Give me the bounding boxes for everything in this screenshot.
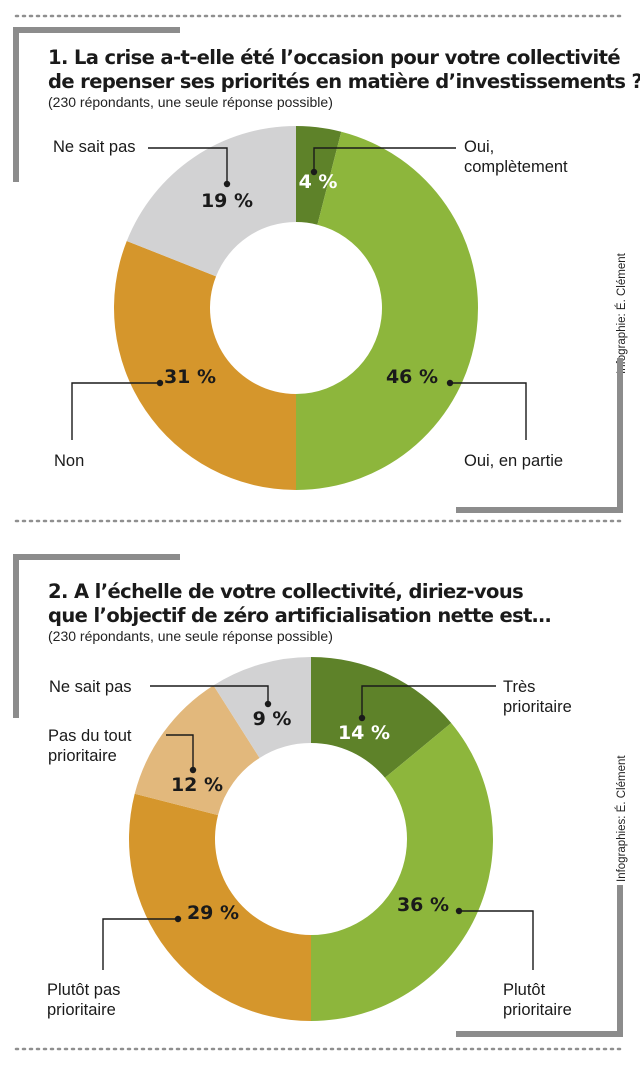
chart-2-label-plutot-prioritaire-line-2: prioritaire — [503, 1001, 572, 1019]
chart-1-title-line-1: 1. La crise a-t-elle été l’occasion pour… — [48, 46, 621, 69]
chart-2-pct-ne-sait-pas: 9 % — [253, 708, 292, 730]
chart-1-leader-non — [71, 382, 160, 440]
chart-2-leader-tres-prioritaire — [361, 685, 496, 718]
chart-2-pct-plutot-pas-prioritaire: 29 % — [187, 902, 239, 924]
chart-1-leader-ne-sait-pas — [148, 147, 228, 184]
chart-1-label-oui-en-partie-line-1: Oui, en partie — [464, 452, 563, 470]
chart-2-leader-dot-plutot-pas-prioritaire — [174, 915, 182, 923]
chart-2-leader-dot-pas-du-tout-prioritaire — [189, 766, 197, 774]
chart-2-slice-plutot-pas-prioritaire — [129, 793, 311, 1021]
chart-2-pct-plutot-prioritaire: 36 % — [397, 894, 449, 916]
chart-1-label-non-line-1: Non — [54, 452, 84, 470]
chart-1-slice-oui-completement — [296, 126, 342, 225]
chart-1-label-oui-completement: Oui, complètement — [464, 138, 568, 176]
frame-decoration — [13, 14, 623, 1051]
chart-1-label-oui-en-partie: Oui, en partie — [464, 452, 563, 470]
chart-1-label-ne-sait-pas-line-1: Ne sait pas — [53, 138, 136, 156]
chart-1-title-line-2: de repenser ses priorités en matière d’i… — [48, 70, 640, 93]
chart-1-pct-ne-sait-pas: 19 % — [201, 190, 253, 212]
chart-1-label-non: Non — [54, 452, 84, 470]
chart-1-slice-oui-en-partie — [296, 131, 478, 490]
chart-2-label-ne-sait-pas-line-1: Ne sait pas — [49, 678, 132, 696]
chart-2-label-tres-prioritaire: Très prioritaire — [503, 678, 572, 716]
chart-1-leader-dot-non — [156, 379, 164, 387]
chart-2-leader-ne-sait-pas — [150, 685, 269, 704]
chart-1-label-oui-completement-line-1: Oui, — [464, 138, 494, 156]
chart-2-frame-top-left — [13, 554, 180, 718]
chart-2-label-plutot-pas-prioritaire: Plutôt pas prioritaire — [47, 981, 120, 1019]
chart-1-leader-dot-oui-en-partie — [446, 379, 454, 387]
chart-2-slice-tres-prioritaire — [311, 657, 452, 778]
chart-2-label-pas-du-tout-prioritaire-line-2: prioritaire — [48, 747, 117, 765]
chart-1-label-oui-completement-line-2: complètement — [464, 158, 568, 176]
chart-1-title: 1. La crise a-t-elle été l’occasion pour… — [48, 46, 640, 94]
chart-2-slice-ne-sait-pas — [213, 657, 311, 758]
chart-2-label-plutot-prioritaire: Plutôt prioritaire — [503, 981, 572, 1019]
chart-2-slice-pas-du-tout-prioritaire — [134, 685, 260, 816]
chart-2-donut — [129, 657, 494, 1021]
chart-2-leader-dot-ne-sait-pas — [264, 700, 272, 708]
chart-2-label-plutot-pas-prioritaire-line-1: Plutôt pas — [47, 981, 120, 999]
chart-2-leader-plutot-pas-prioritaire — [102, 918, 178, 970]
chart-2-label-ne-sait-pas: Ne sait pas — [49, 678, 132, 696]
chart-2-leader-dot-plutot-prioritaire — [455, 907, 463, 915]
chart-2-label-tres-prioritaire-line-1: Très — [503, 678, 535, 696]
chart-2-label-plutot-pas-prioritaire-line-2: prioritaire — [47, 1001, 116, 1019]
chart-1-pct-oui-en-partie: 46 % — [386, 366, 438, 388]
chart-1-label-ne-sait-pas: Ne sait pas — [53, 138, 136, 156]
chart-2-label-tres-prioritaire-line-2: prioritaire — [503, 698, 572, 716]
chart-1-frame-top-left — [13, 27, 180, 182]
chart-1-pct-non: 31 % — [164, 366, 216, 388]
chart-2-label-pas-du-tout-prioritaire-line-1: Pas du tout — [48, 727, 132, 745]
chart-2-title-line-2: que l’objectif de zéro artificialisation… — [48, 604, 551, 627]
chart-2-annotations: 14 % Très prioritaire 36 % Plutôt prioritaire… — [47, 678, 572, 1019]
chart-1-frame-bottom-right — [456, 358, 623, 513]
chart-2-frame-bottom-right — [456, 885, 623, 1037]
chart-1-donut — [113, 126, 478, 490]
chart-1-slice-non — [113, 241, 296, 490]
chart-2-leader-plutot-prioritaire — [459, 910, 534, 970]
chart-2-pct-pas-du-tout-prioritaire: 12 % — [171, 774, 223, 796]
chart-1-annotations: 4 % Oui, complètement 46 % Oui, en partie 31 … — [53, 138, 568, 470]
chart-2-pct-tres-prioritaire: 14 % — [338, 722, 390, 744]
chart-2-title: 2. A l’échelle de votre collectivité, di… — [48, 580, 551, 628]
chart-1-leader-oui-en-partie — [450, 382, 527, 440]
chart-2-slice-plutot-prioritaire — [311, 722, 494, 1021]
chart-2-leader-dot-tres-prioritaire — [358, 714, 366, 722]
chart-1-leader-dot-oui-completement — [310, 168, 318, 176]
chart-2-label-pas-du-tout-prioritaire: Pas du tout prioritaire — [48, 727, 132, 765]
chart-1-leader-dot-ne-sait-pas — [223, 180, 231, 188]
chart-1-leader-oui-completement — [313, 147, 456, 172]
chart-1-subtitle: (230 répondants, une seule réponse possi… — [48, 94, 333, 110]
chart-1-slice-ne-sait-pas — [126, 126, 297, 277]
chart-2-subtitle: (230 répondants, une seule réponse possi… — [48, 628, 333, 644]
chart-2-title-line-1: 2. A l’échelle de votre collectivité, di… — [48, 580, 524, 603]
chart-2-label-plutot-prioritaire-line-1: Plutôt — [503, 981, 546, 999]
chart-1-pct-oui-completement: 4 % — [299, 171, 338, 193]
chart-2-leader-pas-du-tout-prioritaire — [166, 734, 194, 770]
